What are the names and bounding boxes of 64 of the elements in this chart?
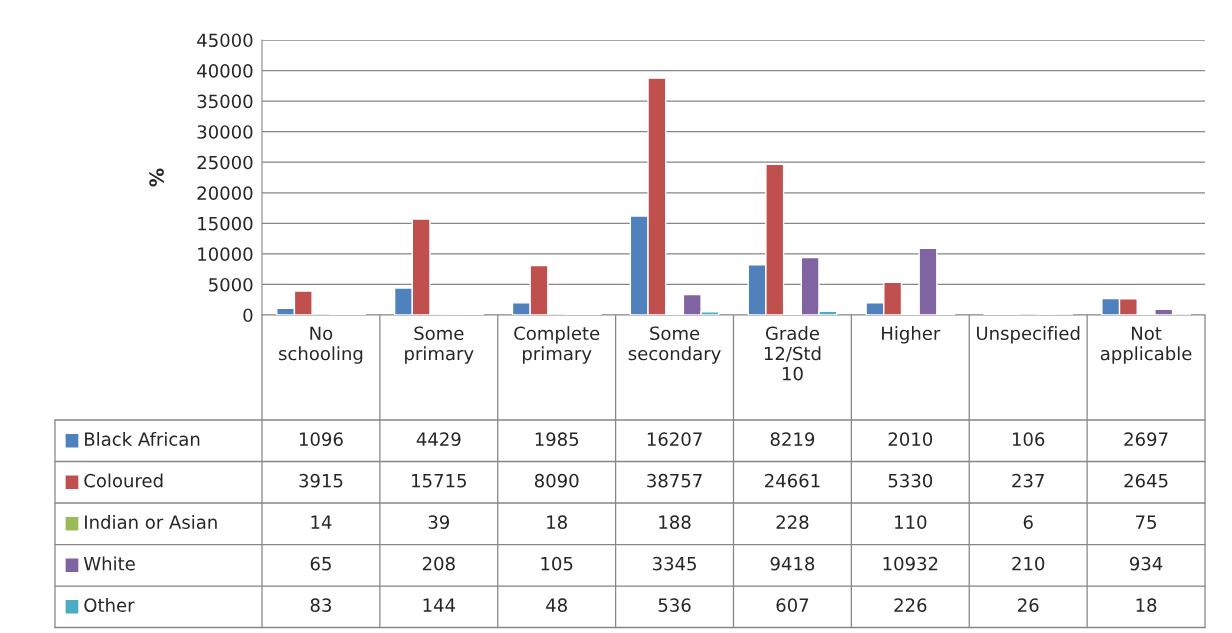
data-label: 75	[1136, 515, 1156, 529]
y-tick-label: 20000	[197, 186, 253, 200]
data-label: 14	[311, 515, 332, 529]
x-tick-label: No schooling	[279, 326, 363, 364]
data-label: 9418	[770, 556, 815, 571]
data-label: 105	[541, 556, 573, 571]
x-tick-label: Some primary	[405, 326, 474, 364]
data-label: 5330	[888, 473, 933, 488]
y-axis-title: %	[149, 168, 164, 187]
data-label: 106	[1012, 432, 1045, 446]
data-label: 16207	[647, 432, 702, 446]
data-label: 536	[658, 598, 691, 612]
legend-label: Black African	[85, 432, 200, 446]
data-label: 237	[1012, 473, 1044, 488]
legend-label: Coloured	[84, 473, 163, 488]
data-label: 65	[310, 556, 331, 571]
legend-label: White	[83, 556, 135, 571]
x-tick-label: Some secondary	[628, 326, 721, 364]
data-label: 83	[310, 598, 331, 612]
data-label: 188	[659, 515, 691, 529]
legend-label: Other	[84, 598, 135, 612]
data-label: 24661	[765, 473, 820, 488]
data-label: 2697	[1124, 432, 1168, 446]
data-label: 38757	[647, 473, 702, 488]
x-tick-label: Grade 12/Std 10	[764, 326, 821, 381]
data-label: 3345	[652, 556, 696, 571]
data-label: 4429	[416, 432, 461, 446]
data-label: 144	[423, 598, 456, 612]
y-tick-label: 45000	[197, 33, 253, 48]
y-tick-label: 35000	[197, 94, 253, 109]
data-label: 1096	[299, 432, 343, 446]
data-label: 6	[1023, 515, 1033, 529]
y-tick-label: 15000	[198, 216, 253, 231]
y-tick-label: 30000	[197, 125, 253, 139]
data-label: 210	[1012, 556, 1045, 571]
data-label: 934	[1129, 556, 1163, 571]
x-tick-label: Complete primary	[514, 326, 600, 364]
data-label: 226	[894, 598, 927, 612]
x-tick-label: Higher	[882, 326, 941, 344]
data-label: 2645	[1124, 473, 1168, 488]
y-tick-label: 25000	[197, 155, 253, 170]
x-tick-label: Not applicable	[1100, 326, 1192, 364]
data-label: 228	[776, 515, 809, 529]
data-label: 10932	[883, 556, 938, 571]
data-label: 208	[422, 556, 455, 571]
data-label: 18	[1136, 598, 1157, 612]
data-label: 3915	[299, 473, 343, 488]
data-label: 39	[428, 515, 450, 529]
data-label: 18	[547, 515, 567, 529]
data-label: 607	[776, 598, 809, 612]
data-label: 110	[895, 515, 927, 529]
y-tick-label: 10000	[198, 247, 253, 262]
data-label: 26	[1018, 598, 1039, 612]
data-label: 15715	[412, 474, 466, 488]
data-label: 8090	[534, 473, 579, 488]
y-tick-label: 40000	[197, 64, 253, 78]
legend-label: Indian or Asian	[85, 515, 217, 529]
y-tick-label: 5000	[209, 277, 253, 292]
y-tick-label: 0	[243, 308, 253, 323]
data-label: 48	[546, 598, 567, 612]
data-label: 1985	[535, 432, 579, 446]
data-label: 8219	[770, 432, 815, 446]
data-label: 2010	[888, 432, 933, 446]
x-tick-label: Unspecified	[976, 326, 1080, 344]
